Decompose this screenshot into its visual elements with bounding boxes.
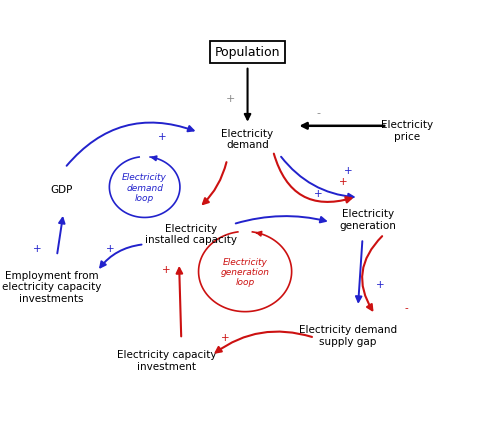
Text: Population: Population — [215, 46, 280, 59]
Text: Electricity
price: Electricity price — [380, 120, 433, 141]
Text: +: + — [221, 332, 230, 342]
Text: Employment from
electricity capacity
investments: Employment from electricity capacity inv… — [2, 270, 101, 303]
Text: Electricity
generation: Electricity generation — [339, 209, 396, 230]
Text: Electricity
demand: Electricity demand — [222, 129, 274, 150]
Text: +: + — [344, 166, 352, 176]
Text: Electricity
generation
loop: Electricity generation loop — [220, 257, 270, 287]
Text: +: + — [314, 189, 323, 199]
Text: Electricity
installed capacity: Electricity installed capacity — [145, 223, 237, 245]
Text: Electricity
demand
loop: Electricity demand loop — [122, 173, 167, 203]
Text: +: + — [226, 94, 235, 104]
Text: Electricity demand
supply gap: Electricity demand supply gap — [299, 324, 397, 346]
Text: GDP: GDP — [50, 185, 72, 195]
Text: -: - — [316, 108, 320, 118]
Text: +: + — [158, 132, 166, 142]
Text: +: + — [162, 265, 171, 275]
Text: Electricity capacity
investment: Electricity capacity investment — [117, 350, 216, 371]
Text: +: + — [32, 244, 41, 254]
Text: +: + — [106, 244, 114, 254]
Text: +: + — [376, 280, 384, 289]
Text: -: - — [405, 303, 408, 313]
Text: +: + — [339, 176, 347, 186]
